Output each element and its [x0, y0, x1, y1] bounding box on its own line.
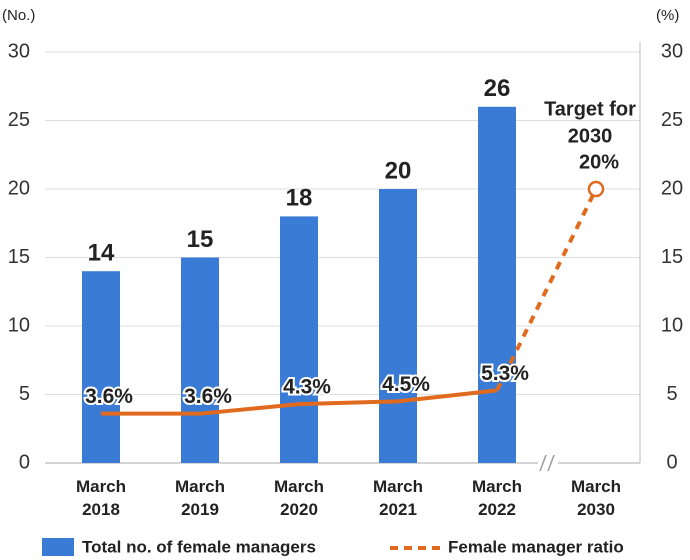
axis-break — [538, 452, 558, 472]
y2-tick-label: 0 — [666, 451, 677, 473]
bar-label: 15 — [187, 226, 214, 253]
x-tick-label: March 2021 — [373, 477, 423, 519]
annotation: 2030 — [568, 125, 613, 147]
annotation: Target for — [544, 98, 636, 120]
bar-label: 26 — [484, 75, 511, 102]
y2-tick-label: 15 — [661, 246, 683, 268]
y2-tick-label: 5 — [666, 383, 677, 405]
y-tick-label: 15 — [8, 246, 30, 268]
legend-swatch — [42, 538, 74, 556]
break-mark — [539, 454, 547, 472]
line-solid — [101, 388, 498, 416]
line-label: 3.6% — [184, 385, 232, 408]
y-tick-label: 20 — [8, 177, 30, 199]
y-tick-label: 10 — [8, 314, 30, 336]
y2-tick-label: 20 — [661, 177, 683, 199]
y2-unit: (%) — [656, 7, 679, 24]
line-dashed — [495, 188, 598, 392]
y-tick-label: 5 — [19, 383, 30, 405]
break-mark — [547, 454, 555, 472]
legend-label: Total no. of female managers — [82, 537, 316, 556]
legend-label: Female manager ratio — [448, 537, 624, 556]
line-label: 4.5% — [382, 373, 430, 396]
line-label: 5.3% — [481, 362, 529, 385]
y-tick-label: 30 — [8, 40, 30, 62]
bar — [82, 271, 120, 463]
y2-tick-label: 10 — [661, 314, 683, 336]
y-unit: (No.) — [2, 7, 35, 24]
x-tick-label: March 2018 — [76, 477, 126, 519]
line-label: 20% — [579, 151, 619, 173]
x-tick-label: March 2022 — [472, 477, 522, 519]
bar — [379, 189, 417, 463]
x-tick-label: March 2019 — [175, 477, 225, 519]
bar — [280, 216, 318, 463]
x-tick-label: March 2030 — [571, 477, 621, 519]
line-label: 4.3% — [283, 376, 331, 399]
y2-tick-label: 30 — [661, 40, 683, 62]
x-tick-label: March 2020 — [274, 477, 324, 519]
bar — [181, 257, 219, 463]
y2-tick-label: 25 — [661, 109, 683, 131]
bar-label: 18 — [286, 185, 313, 212]
bar-label: 14 — [88, 240, 115, 267]
target-marker — [587, 180, 605, 198]
y-tick-label: 0 — [19, 451, 30, 473]
line-label: 3.6% — [85, 385, 133, 408]
y-tick-label: 25 — [8, 109, 30, 131]
bar-label: 20 — [385, 157, 412, 184]
bar — [478, 106, 516, 464]
